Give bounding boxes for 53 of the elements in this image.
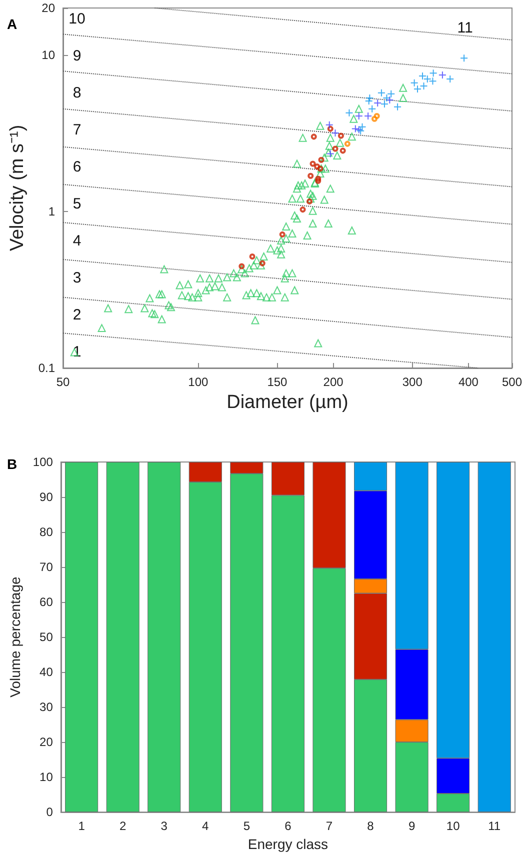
y-tick-label: 0 [46, 805, 54, 820]
y-tick-label: 0.1 [38, 361, 56, 375]
bar [148, 462, 181, 812]
x-tick-label: 6 [284, 819, 292, 834]
x-tick-label: 9 [408, 819, 416, 834]
y-tick-label: 20 [40, 735, 54, 750]
chart-title: B [7, 456, 18, 472]
annotation: 9 [72, 48, 82, 64]
annotation: 3 [72, 270, 82, 286]
y-tick-label: 70 [40, 560, 54, 574]
y-tick-label: 10 [40, 770, 54, 784]
x-tick-label: 4 [202, 819, 210, 834]
bar [65, 462, 98, 812]
x-tick-label: 300 [402, 375, 423, 389]
annotation: 4 [72, 232, 82, 250]
annotation: 2 [72, 306, 82, 324]
x-tick-label: 8 [367, 819, 374, 834]
x-tick-label: 150 [267, 375, 288, 389]
y-tick-label: 80 [40, 525, 54, 540]
x-axis-title: Diameter (µm) [226, 392, 348, 413]
y-tick-label: 90 [40, 490, 54, 504]
y-tick-label: 10 [42, 48, 56, 62]
x-tick-label: 400 [458, 375, 479, 389]
y-tick-label: 60 [40, 595, 54, 610]
x-tick-label: 1 [78, 819, 86, 834]
y-tick-label: 50 [40, 630, 54, 644]
bar [478, 462, 511, 812]
y-axis-title: Volume percentage [7, 576, 23, 698]
y-tick-label: 40 [40, 665, 54, 680]
y-axis-title: Velocity (m s⁻¹) [7, 124, 28, 252]
x-axis-title: Energy class [248, 836, 328, 852]
x-tick-label: 10 [446, 819, 460, 834]
x-tick-label: 11 [488, 819, 501, 834]
y-tick-label: 30 [40, 700, 54, 714]
annotation: 8 [72, 84, 82, 102]
x-tick-label: 200 [323, 375, 344, 389]
annotation: 7 [72, 122, 82, 138]
annotation: 6 [72, 158, 82, 176]
y-tick-label: 20 [42, 1, 56, 15]
annotation: 11 [457, 20, 473, 36]
text: A [7, 16, 18, 32]
x-tick-label: 5 [243, 819, 250, 834]
y-tick-label: 100 [32, 455, 54, 469]
x-tick-label: 50 [56, 375, 70, 389]
x-tick-label: 7 [326, 819, 333, 834]
y-tick-label: 1 [48, 204, 56, 219]
x-tick-label: 500 [502, 375, 522, 389]
x-tick-label: 2 [120, 819, 126, 834]
annotation: 5 [72, 196, 82, 212]
bar [106, 462, 140, 812]
annotation: 10 [68, 10, 86, 28]
x-tick-label: 100 [188, 375, 208, 389]
x-tick-label: 3 [160, 819, 168, 834]
